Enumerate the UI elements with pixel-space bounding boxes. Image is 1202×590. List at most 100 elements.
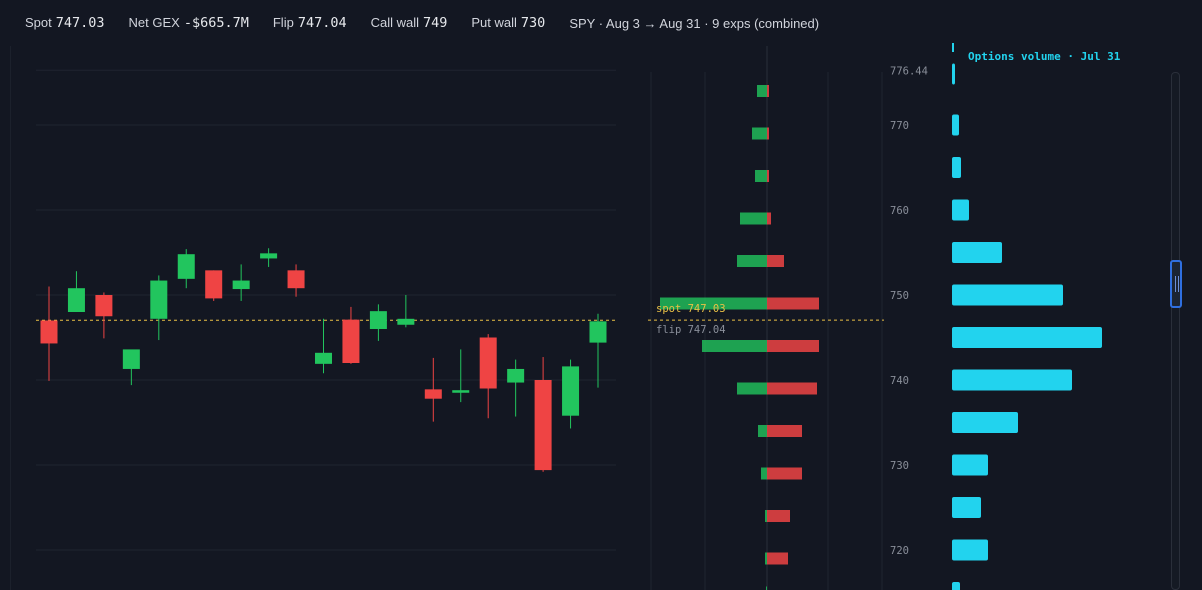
candle-body <box>424 389 442 399</box>
candle-marks <box>40 248 607 472</box>
volume-bar <box>952 369 1072 391</box>
volume-tick-label: 740 <box>890 375 909 387</box>
candle <box>369 304 387 341</box>
candle <box>507 359 525 417</box>
options-volume-chart[interactable]: Options volume · Jul 31 776.447707607507… <box>884 40 1170 590</box>
gex-call-bar <box>755 170 767 182</box>
candle-body <box>260 253 278 259</box>
grip-icon <box>1175 276 1179 292</box>
gex-put-bar <box>767 255 784 267</box>
volume-tick-label: 760 <box>890 205 909 217</box>
volume-bar <box>952 412 1018 433</box>
candle <box>205 270 223 301</box>
volume-tick-label: 776.44 <box>890 65 928 77</box>
candle-body <box>562 366 580 416</box>
candlestick-chart[interactable] <box>0 46 640 590</box>
gex-reference-lines: spot 747.03 flip 747.04 <box>648 303 884 336</box>
gex-put-bar <box>767 552 788 565</box>
spot-label: Spot <box>25 15 52 30</box>
volume-bar <box>952 539 988 561</box>
candle-body <box>534 380 552 471</box>
volume-bar <box>952 497 981 518</box>
panel-divider-left <box>10 46 11 590</box>
spot-annotation: spot 747.03 <box>656 303 726 315</box>
candle-body <box>95 295 113 317</box>
volume-bar <box>952 199 969 221</box>
gex-call-bar <box>758 425 767 437</box>
volume-tick-label: 730 <box>890 460 909 472</box>
gex-put-bar <box>767 170 769 182</box>
netgex-label: Net GEX <box>128 15 180 30</box>
candle-body <box>397 318 415 325</box>
gex-call-bar <box>702 340 767 352</box>
gex-put-bar <box>767 212 771 225</box>
gex-call-bar <box>765 510 767 522</box>
candle <box>287 264 305 297</box>
callwall-label: Call wall <box>370 15 419 30</box>
candle <box>232 264 250 301</box>
candle <box>534 357 552 472</box>
volume-tick-label: 750 <box>890 290 909 302</box>
volume-title: Options volume · Jul 31 <box>968 50 1121 63</box>
flip-stat: Flip 747.04 <box>273 15 347 31</box>
volume-bar <box>952 327 1102 348</box>
callwall-value: 749 <box>423 15 448 31</box>
spot-value: 747.03 <box>55 15 105 31</box>
flip-annotation: flip 747.04 <box>656 324 726 336</box>
gex-put-bar <box>767 382 817 395</box>
gex-call-bar <box>752 127 767 140</box>
volume-scroll-track[interactable] <box>1171 72 1180 590</box>
gex-profile-chart[interactable]: spot 747.03 flip 747.04 <box>648 46 884 590</box>
candle <box>95 292 113 339</box>
gex-call-bar <box>660 297 767 310</box>
volume-bars <box>952 63 1102 590</box>
gex-call-bar <box>765 552 767 565</box>
volume-bar <box>952 582 960 590</box>
volume-bar <box>952 114 959 136</box>
gex-put-bar <box>767 340 819 352</box>
candle <box>122 349 140 386</box>
candle-body <box>479 337 497 389</box>
flip-value: 747.04 <box>297 15 347 31</box>
candle-body <box>369 311 387 329</box>
candle-body <box>315 352 332 364</box>
netgex-stat: Net GEX -$665.7M <box>129 15 249 31</box>
candle <box>589 313 607 388</box>
candle <box>150 275 168 341</box>
candle <box>397 295 415 328</box>
candle-body <box>232 280 250 290</box>
range-info: SPY · Aug 3 → Aug 31 · 9 exps (combined) <box>569 15 820 31</box>
volume-scroll-handle[interactable] <box>1170 260 1182 308</box>
candle <box>67 271 85 312</box>
candle <box>424 357 442 422</box>
gex-put-bar <box>767 425 802 437</box>
gex-call-bar <box>737 382 767 395</box>
gex-call-bar <box>737 255 767 267</box>
putwall-value: 730 <box>520 15 546 31</box>
volume-tick-label: 770 <box>890 120 909 132</box>
volume-bar <box>952 454 988 476</box>
gex-put-bar <box>767 127 769 140</box>
gex-put-bar <box>767 297 819 310</box>
candle <box>342 306 360 364</box>
candle <box>315 318 332 374</box>
candle <box>479 334 497 419</box>
callwall-stat: Call wall 749 <box>371 15 448 31</box>
volume-axis-ticks: 776.44 770 760 750 740 730 720 <box>890 65 928 557</box>
candle-body <box>67 288 85 312</box>
candle <box>452 349 470 403</box>
gex-put-bar <box>767 467 802 480</box>
gex-call-bar <box>761 467 767 480</box>
candle-body <box>589 321 607 343</box>
gex-call-bar <box>757 85 767 97</box>
candle-body <box>150 280 168 319</box>
candle-body <box>287 270 305 289</box>
volume-bar <box>952 284 1063 306</box>
candle <box>40 286 58 381</box>
candle-body <box>342 319 360 363</box>
candle-body <box>205 270 223 299</box>
volume-tick-label: 720 <box>890 545 909 557</box>
volume-bar <box>952 63 955 85</box>
flip-label: Flip <box>272 15 294 30</box>
spot-stat: Spot 747.03 <box>25 15 105 31</box>
